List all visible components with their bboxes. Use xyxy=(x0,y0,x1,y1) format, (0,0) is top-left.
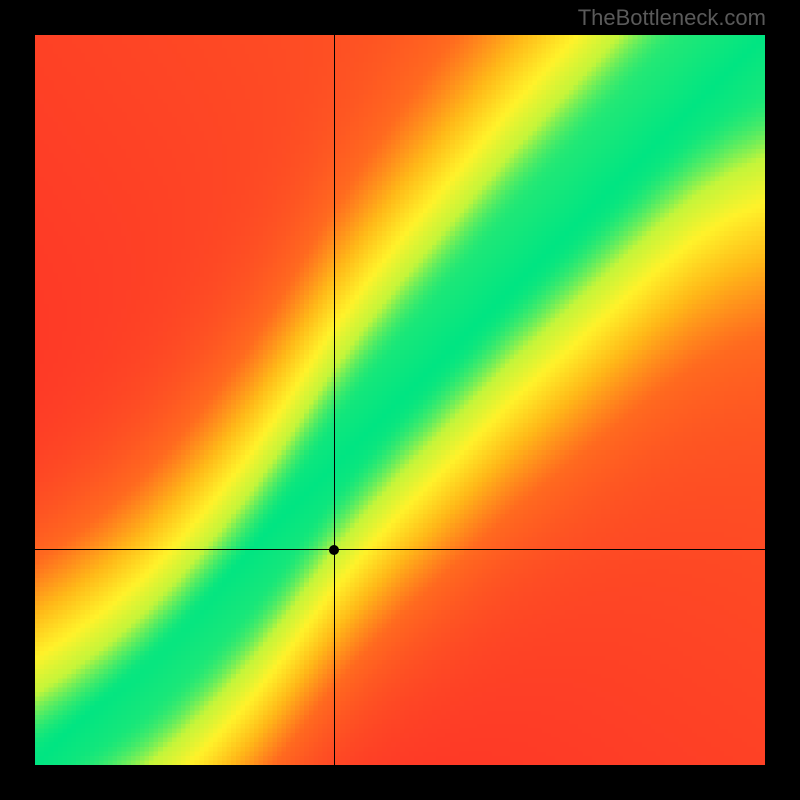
crosshair-vertical xyxy=(334,35,335,765)
heatmap-plot xyxy=(35,35,765,765)
watermark: TheBottleneck.com xyxy=(578,5,766,31)
marker-dot xyxy=(329,545,339,555)
crosshair-horizontal xyxy=(35,549,765,550)
heatmap-canvas xyxy=(35,35,765,765)
